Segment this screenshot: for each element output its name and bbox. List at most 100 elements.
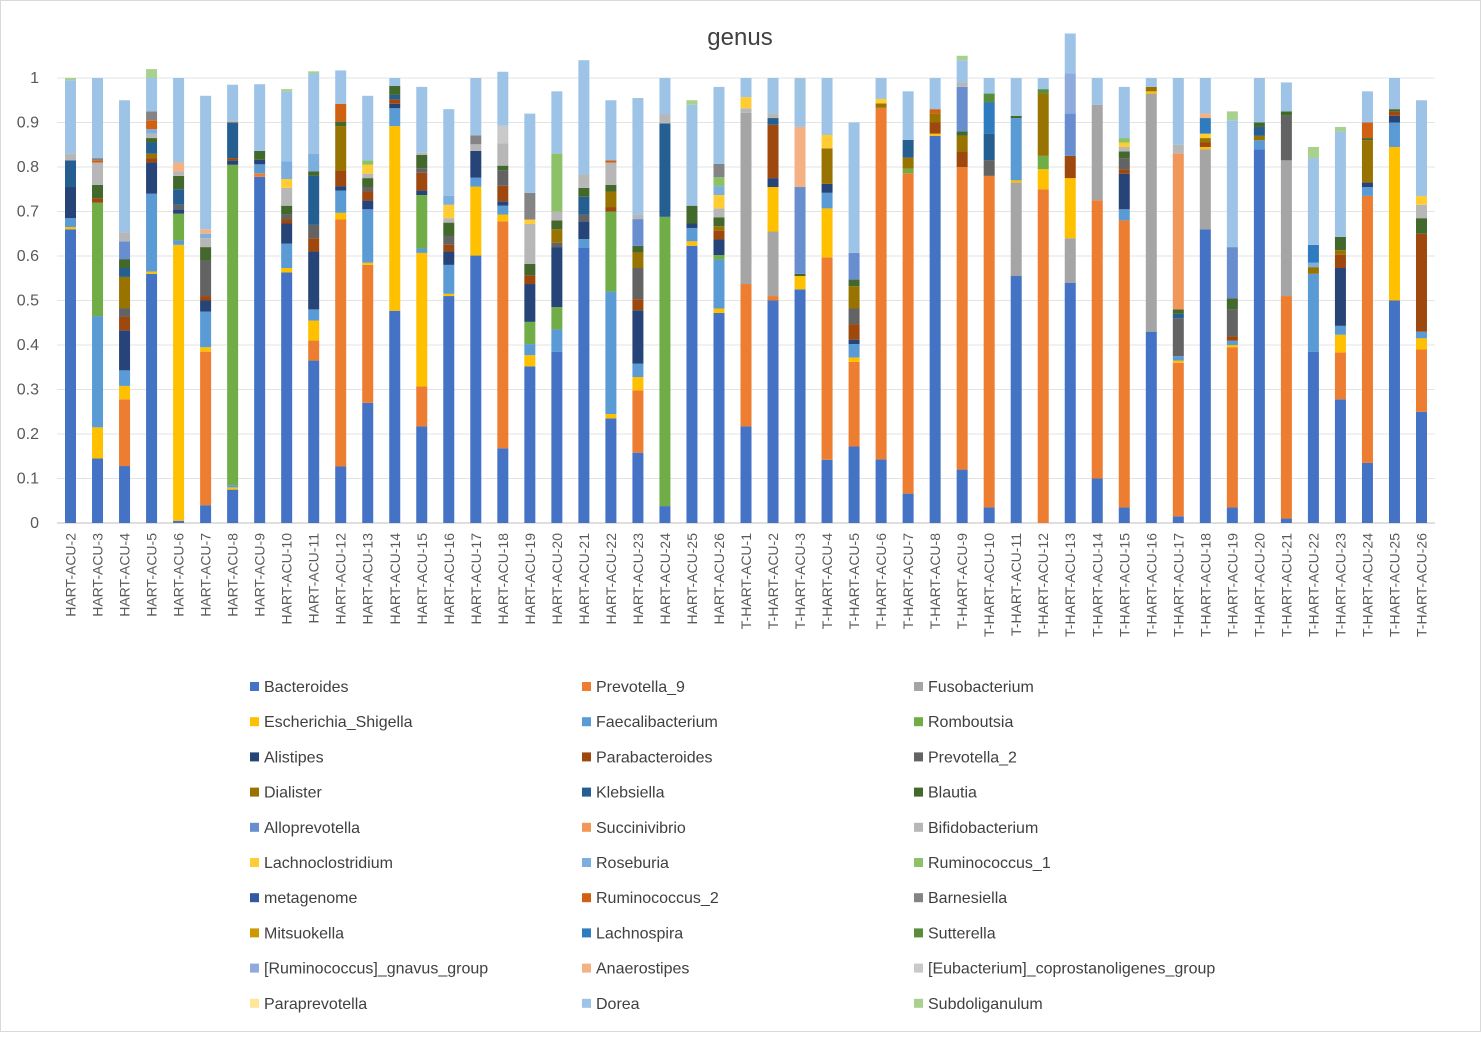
- bar-stack: [1307, 146, 1319, 523]
- bar-segment: [1334, 250, 1346, 255]
- bar-segment: [983, 102, 995, 134]
- x-tick-label: T-HART-ACU-16: [1143, 533, 1159, 637]
- legend-swatch: [250, 963, 259, 973]
- bar-segment: [956, 167, 968, 470]
- bar-segment: [794, 78, 806, 127]
- bar-segment: [821, 78, 833, 135]
- bar-stack: [659, 78, 671, 523]
- bar-segment: [443, 264, 455, 294]
- bar-segment: [470, 144, 482, 151]
- bar-segment: [605, 413, 617, 419]
- legend-item: Ruminococcus_2: [582, 890, 719, 907]
- x-tick-label: HART-ACU-23: [630, 533, 646, 625]
- bar-segment: [443, 204, 455, 219]
- x-tick-label: HART-ACU-25: [684, 533, 700, 625]
- bar-segment: [497, 201, 509, 206]
- bar-segment: [821, 459, 833, 523]
- bar-segment: [1280, 115, 1292, 161]
- legend-item: [Eubacterium]_coprostanoligenes_group: [914, 961, 1215, 978]
- bar-segment: [1415, 349, 1427, 412]
- bar-segment: [632, 245, 644, 253]
- bar-segment: [740, 284, 752, 427]
- bar-segment: [497, 143, 509, 166]
- legend-label: [Eubacterium]_coprostanoligenes_group: [928, 961, 1215, 978]
- legend-swatch: [250, 998, 259, 1008]
- bar-segment: [200, 296, 212, 301]
- bar-stack: [1415, 100, 1427, 523]
- bar-segment: [848, 122, 860, 253]
- bar-segment: [713, 230, 725, 240]
- bar-segment: [335, 121, 347, 127]
- bar-segment: [1091, 200, 1103, 479]
- bar-segment: [497, 214, 509, 222]
- bar-segment: [848, 324, 860, 340]
- legend-item: Lachnoclostridium: [250, 855, 393, 872]
- bar-stack: [902, 91, 914, 523]
- x-tick-label: T-HART-ACU-6: [873, 533, 889, 629]
- bar-segment: [1307, 146, 1319, 159]
- legend-label: Ruminococcus_2: [596, 890, 719, 907]
- bar-segment: [416, 195, 428, 249]
- bar-segment: [65, 218, 77, 228]
- bar-segment: [659, 78, 671, 115]
- bar-segment: [767, 187, 779, 232]
- bar-segment: [1226, 336, 1238, 341]
- bar-segment: [308, 360, 320, 523]
- x-tick-label: T-HART-ACU-15: [1116, 533, 1132, 637]
- x-tick-label: T-HART-ACU-20: [1251, 533, 1267, 637]
- bar-segment: [497, 205, 509, 215]
- legend-label: [Ruminococcus]_gnavus_group: [264, 961, 488, 978]
- legend-item: Blautia: [914, 785, 977, 802]
- bar-segment: [362, 187, 374, 192]
- bar-segment: [200, 311, 212, 348]
- legend-item: metagenome: [250, 890, 357, 907]
- bar-segment: [1010, 180, 1022, 183]
- bar-segment: [281, 187, 293, 206]
- bar-segment: [1118, 151, 1130, 159]
- bar-stack: [875, 78, 887, 523]
- bar-segment: [227, 158, 239, 161]
- bar-segment: [1037, 93, 1049, 156]
- bar-segment: [1361, 187, 1373, 196]
- bar-segment: [821, 134, 833, 149]
- bar-segment: [1172, 318, 1184, 357]
- bar-stack: [632, 98, 644, 523]
- bar-segment: [632, 98, 644, 215]
- bar-segment: [1172, 144, 1184, 154]
- bar-segment: [767, 78, 779, 114]
- bar-segment: [470, 135, 482, 145]
- bar-segment: [524, 321, 536, 345]
- bar-segment: [470, 78, 482, 136]
- bar-segment: [956, 82, 968, 87]
- bar-stack: [740, 78, 752, 523]
- bar-segment: [389, 126, 401, 311]
- legend-swatch: [582, 822, 591, 832]
- x-tick-label: T-HART-ACU-5: [846, 533, 862, 629]
- bar-segment: [632, 310, 644, 364]
- legend-swatch: [582, 893, 591, 903]
- bar-segment: [362, 264, 374, 403]
- bar-segment: [200, 351, 212, 506]
- bar-segment: [281, 223, 293, 244]
- bar-segment: [389, 94, 401, 100]
- bar-segment: [281, 219, 293, 224]
- bar-segment: [1334, 325, 1346, 335]
- x-tick-label: HART-ACU-10: [279, 533, 295, 625]
- bar-segment: [1253, 122, 1265, 127]
- bar-segment: [875, 98, 887, 104]
- bar-segment: [1199, 138, 1211, 143]
- bar-segment: [119, 241, 131, 260]
- bar-segment: [605, 100, 617, 161]
- bar-segment: [281, 205, 293, 215]
- bar-segment: [281, 161, 293, 180]
- bar-segment: [1307, 244, 1319, 263]
- bar-segment: [1361, 138, 1373, 141]
- bar-segment: [713, 312, 725, 523]
- bar-segment: [1118, 86, 1130, 139]
- bar-segment: [740, 426, 752, 523]
- bar-segment: [389, 310, 401, 523]
- legend-swatch: [250, 717, 259, 727]
- bar-stack: [443, 109, 455, 523]
- bar-segment: [497, 185, 509, 202]
- bar-segment: [281, 272, 293, 523]
